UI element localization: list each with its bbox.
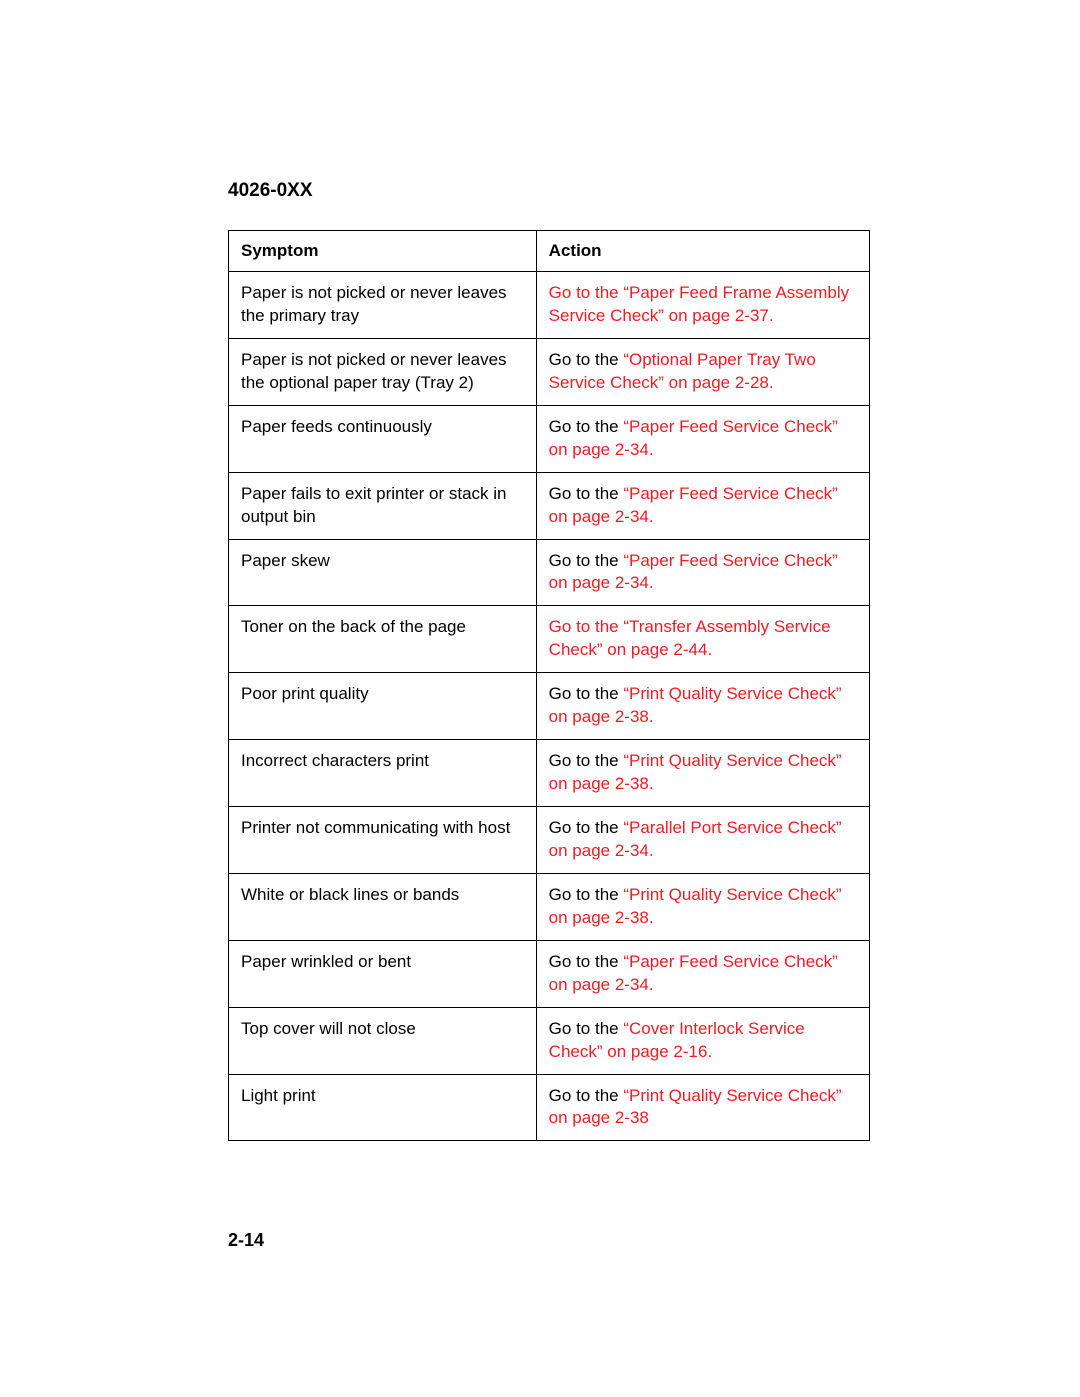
action-suffix-text: .: [769, 373, 774, 392]
symptom-cell: Paper is not picked or never leaves the …: [229, 272, 537, 339]
action-cell: Go to the “Parallel Port Service Check” …: [536, 807, 869, 874]
page-container: 4026-0XX Symptom Action Paper is not pic…: [0, 0, 1080, 1141]
table-row: Paper wrinkled or bentGo to the “Paper F…: [229, 940, 870, 1007]
action-prefix-text: Go to the: [549, 350, 624, 369]
action-prefix-text: Go to the: [549, 417, 624, 436]
action-suffix-text: .: [707, 640, 712, 659]
symptom-cell: Toner on the back of the page: [229, 606, 537, 673]
table-header-row: Symptom Action: [229, 231, 870, 272]
action-link[interactable]: Go to the “Transfer Assembly Service Che…: [549, 617, 831, 659]
document-header: 4026-0XX: [228, 180, 870, 202]
action-prefix-text: Go to the: [549, 751, 624, 770]
symptom-cell: Paper wrinkled or bent: [229, 940, 537, 1007]
table-row: Toner on the back of the page Go to the “…: [229, 606, 870, 673]
action-suffix-text: .: [649, 908, 654, 927]
action-cell: Go to the “Cover Interlock Service Check…: [536, 1007, 869, 1074]
action-prefix-text: Go to the: [549, 885, 624, 904]
action-link[interactable]: Go to the “Paper Feed Frame Assembly Ser…: [549, 283, 849, 325]
action-cell: Go to the “Print Quality Service Check” …: [536, 740, 869, 807]
page-number: 2-14: [228, 1230, 264, 1251]
action-suffix-text: .: [649, 507, 654, 526]
action-prefix-text: Go to the: [549, 684, 624, 703]
column-header-action: Action: [536, 231, 869, 272]
symptom-cell: White or black lines or bands: [229, 873, 537, 940]
symptom-cell: Poor print quality: [229, 673, 537, 740]
table-row: Paper feeds continuouslyGo to the “Paper…: [229, 405, 870, 472]
action-cell: Go to the “Print Quality Service Check” …: [536, 1074, 869, 1141]
action-suffix-text: .: [649, 774, 654, 793]
action-suffix-text: .: [649, 707, 654, 726]
action-cell: Go to the “Transfer Assembly Service Che…: [536, 606, 869, 673]
table-row: Paper fails to exit printer or stack in …: [229, 472, 870, 539]
symptom-cell: Incorrect characters print: [229, 740, 537, 807]
symptom-cell: Paper skew: [229, 539, 537, 606]
action-prefix-text: Go to the: [549, 484, 624, 503]
action-cell: Go to the “Print Quality Service Check” …: [536, 873, 869, 940]
action-cell: Go to the “Optional Paper Tray Two Servi…: [536, 338, 869, 405]
action-suffix-text: .: [769, 306, 774, 325]
symptom-action-table: Symptom Action Paper is not picked or ne…: [228, 230, 870, 1141]
action-prefix-text: Go to the: [549, 818, 624, 837]
action-suffix-text: .: [649, 573, 654, 592]
table-row: Light printGo to the “Print Quality Serv…: [229, 1074, 870, 1141]
action-cell: Go to the “Paper Feed Service Check” on …: [536, 405, 869, 472]
symptom-cell: Printer not communicating with host: [229, 807, 537, 874]
symptom-cell: Paper feeds continuously: [229, 405, 537, 472]
action-cell: Go to the “Print Quality Service Check” …: [536, 673, 869, 740]
table-row: Printer not communicating with hostGo to…: [229, 807, 870, 874]
action-prefix-text: Go to the: [549, 952, 624, 971]
action-suffix-text: .: [649, 841, 654, 860]
table-row: White or black lines or bandsGo to the “…: [229, 873, 870, 940]
table-body: Paper is not picked or never leaves the …: [229, 272, 870, 1141]
table-row: Top cover will not closeGo to the “Cover…: [229, 1007, 870, 1074]
column-header-symptom: Symptom: [229, 231, 537, 272]
action-suffix-text: .: [649, 440, 654, 459]
action-suffix-text: .: [707, 1042, 712, 1061]
action-cell: Go to the “Paper Feed Service Check” on …: [536, 539, 869, 606]
symptom-cell: Paper is not picked or never leaves the …: [229, 338, 537, 405]
action-prefix-text: Go to the: [549, 1086, 624, 1105]
action-suffix-text: .: [649, 975, 654, 994]
table-row: Poor print qualityGo to the “Print Quali…: [229, 673, 870, 740]
table-row: Paper is not picked or never leaves the …: [229, 272, 870, 339]
action-cell: Go to the “Paper Feed Service Check” on …: [536, 472, 869, 539]
action-cell: Go to the “Paper Feed Frame Assembly Ser…: [536, 272, 869, 339]
symptom-cell: Paper fails to exit printer or stack in …: [229, 472, 537, 539]
action-cell: Go to the “Paper Feed Service Check” on …: [536, 940, 869, 1007]
action-prefix-text: Go to the: [549, 1019, 624, 1038]
table-row: Paper skewGo to the “Paper Feed Service …: [229, 539, 870, 606]
symptom-cell: Light print: [229, 1074, 537, 1141]
table-row: Paper is not picked or never leaves the …: [229, 338, 870, 405]
action-prefix-text: Go to the: [549, 551, 624, 570]
table-row: Incorrect characters printGo to the “Pri…: [229, 740, 870, 807]
symptom-cell: Top cover will not close: [229, 1007, 537, 1074]
